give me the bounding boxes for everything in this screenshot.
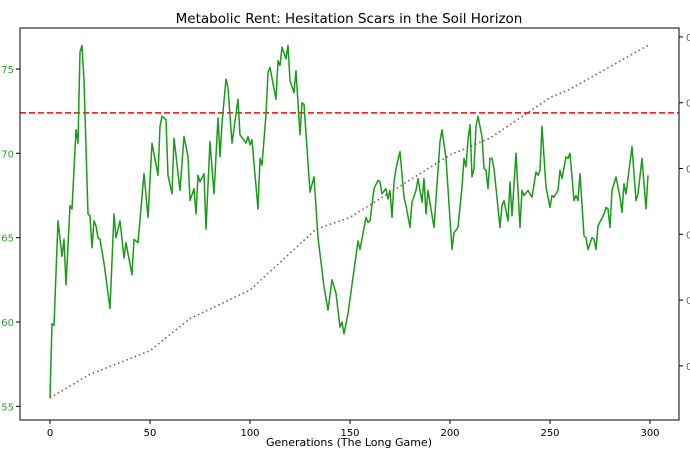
x-tick-label: 200 xyxy=(440,428,459,439)
x-tick-label: 300 xyxy=(640,428,659,439)
plot-frame xyxy=(19,27,680,421)
chart-title: Metabolic Rent: Hesitation Scars in the … xyxy=(176,11,523,27)
green-series-line xyxy=(49,44,649,398)
x-tick-label: 50 xyxy=(144,428,157,439)
y-tick-label: 60 xyxy=(1,318,14,329)
right-y-tick-label: 0 xyxy=(686,230,690,241)
x-tick-label: 0 xyxy=(47,428,53,439)
y-tick-label: 75 xyxy=(1,65,14,76)
x-axis-label: Generations (The Long Game) xyxy=(266,436,432,449)
x-tick-label: 150 xyxy=(340,428,359,439)
right-y-tick-label: 0 xyxy=(686,296,690,307)
right-y-tick-label: 0 xyxy=(686,165,690,176)
x-tick-label: 100 xyxy=(240,428,259,439)
right-y-tick-label: 0 xyxy=(686,99,690,110)
right-y-tick-label: 0 xyxy=(686,362,690,373)
x-tick-label: 250 xyxy=(540,428,559,439)
y-tick-label: 70 xyxy=(1,149,14,160)
y-tick-label: 65 xyxy=(1,234,14,245)
y-tick-label: 55 xyxy=(1,402,14,413)
right-y-tick-label: 0 xyxy=(686,33,690,44)
